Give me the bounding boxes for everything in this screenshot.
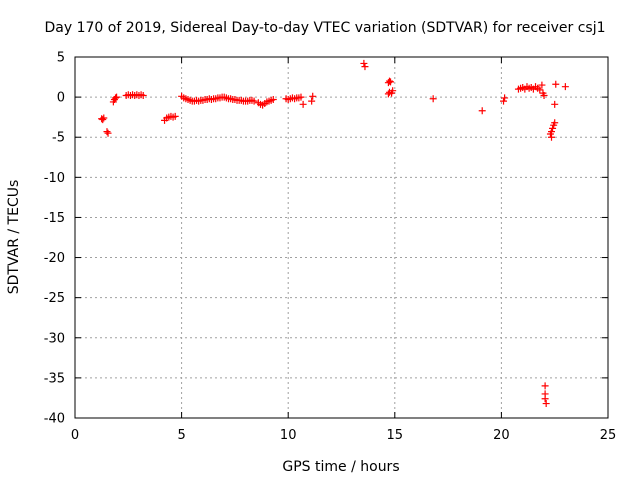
tick-layer: 0 5 10 15 20 25 5 0 -5 -10 -15 -20 -25 -30 -35 -40: [44, 51, 617, 444]
y-axis-label: SDTVAR / TECUs: [6, 180, 22, 295]
x-axis-label: GPS time / hours: [282, 459, 399, 475]
data-point: [551, 100, 559, 108]
data-point: [429, 95, 437, 103]
chart-title: Day 170 of 2019, Sidereal Day-to-day VTE…: [44, 20, 605, 36]
data-point: [542, 400, 550, 408]
data-point: [269, 96, 277, 104]
data-point: [551, 119, 559, 127]
data-point: [500, 97, 508, 105]
grid-layer: [75, 57, 608, 418]
data-point: [478, 107, 486, 115]
data-point: [309, 92, 317, 100]
y-tick-label: -40: [44, 412, 65, 427]
data-point: [541, 395, 549, 403]
data-point: [297, 93, 305, 101]
data-point: [561, 83, 569, 91]
data-point: [541, 382, 549, 390]
data-point: [139, 92, 147, 100]
data-point: [250, 97, 258, 105]
y-tick-label: 5: [57, 51, 65, 66]
x-tick-label: 15: [387, 428, 404, 443]
data-point: [100, 114, 108, 122]
y-tick-label: -30: [44, 331, 65, 346]
data-point: [536, 86, 544, 94]
y-tick-label: -35: [44, 371, 65, 386]
data-point: [104, 129, 112, 137]
data-point: [103, 128, 111, 136]
data-point: [538, 81, 546, 89]
x-tick-label: 20: [493, 428, 510, 443]
data-point: [384, 90, 392, 98]
data-point: [99, 116, 107, 124]
data-point: [552, 80, 560, 88]
data-point: [360, 59, 368, 67]
x-tick-label: 25: [600, 428, 617, 443]
x-tick-label: 5: [177, 428, 185, 443]
data-point: [171, 112, 179, 120]
data-point: [308, 97, 316, 105]
data-point: [501, 94, 509, 102]
y-tick-label: -10: [44, 171, 65, 186]
data-point: [385, 88, 393, 96]
y-tick-label: -5: [52, 131, 65, 146]
data-point: [113, 93, 121, 101]
data-point: [387, 78, 395, 86]
data-point: [389, 87, 397, 95]
data-point: [112, 94, 120, 102]
data-point: [540, 92, 548, 100]
data-point: [549, 124, 557, 132]
data-point: [299, 100, 307, 108]
data-point: [361, 63, 369, 71]
y-tick-label: -20: [44, 251, 65, 266]
data-point: [385, 77, 393, 85]
y-tick-label: -25: [44, 291, 65, 306]
x-tick-label: 10: [280, 428, 297, 443]
point-layer: [98, 59, 569, 408]
y-tick-label: 0: [57, 91, 65, 106]
plot-frame: [74, 56, 609, 419]
data-point: [548, 133, 556, 141]
x-tick-label: 0: [71, 428, 79, 443]
y-tick-label: -15: [44, 211, 65, 226]
